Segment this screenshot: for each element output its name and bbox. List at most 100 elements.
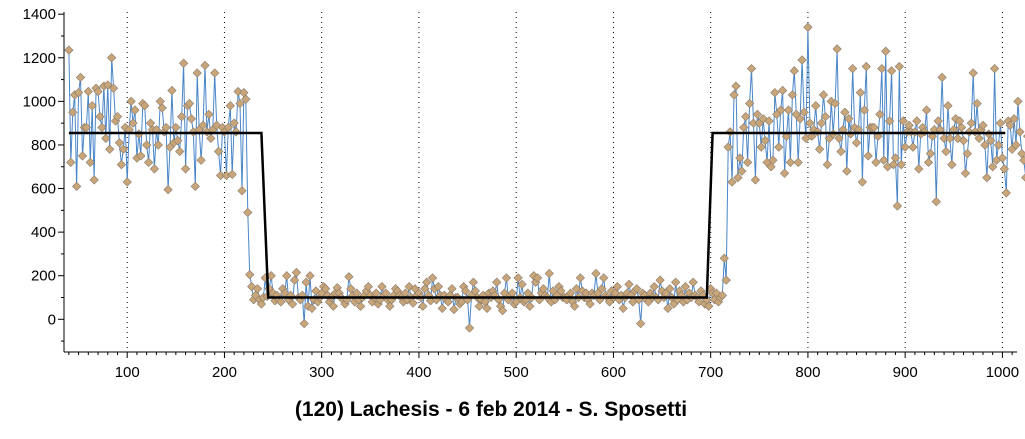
data-point [128,118,138,128]
data-point [931,196,941,207]
x-tick-label: 300 [309,364,334,381]
data-point [962,149,973,159]
x-tick-label: 400 [406,364,431,381]
axes: 0 200 400 600 800 1000 1200 1400 100 200 300 400 500… [23,6,1019,381]
data-point [173,135,183,146]
data-point [890,153,901,163]
data-point [276,297,286,307]
data-point [513,273,523,283]
data-point [968,68,978,78]
data-point [717,290,727,300]
data-point [408,298,418,308]
data-point [301,277,311,287]
data-point [982,173,992,183]
chart-title: (120) Lachesis - 6 feb 2014 - S. Sposett… [294,398,688,421]
x-tick-label: 1000 [986,364,1019,381]
data-point [947,159,957,170]
data-point [252,284,263,294]
data-point [785,157,796,168]
data-point [569,301,580,311]
data-point [896,159,906,170]
data-point [307,303,317,314]
data-point [871,157,881,168]
model-curve [68,131,1006,299]
data-point [153,140,163,150]
data-point [120,122,130,133]
data-point [764,116,774,126]
data-point [464,323,475,333]
data-point [1021,173,1025,182]
data-point [597,284,607,294]
data-point [282,271,292,281]
data-point [591,268,601,279]
data-point [287,299,298,309]
data-point [575,273,585,283]
data-point [377,281,387,292]
data-point [305,271,315,281]
data-point [729,90,739,100]
data-point [851,138,862,148]
data-point [85,157,95,168]
data-point [986,135,996,146]
data-point [888,159,899,170]
data-point [663,303,673,314]
x-tick-label: 600 [601,364,626,381]
data-point [649,281,659,292]
data-point [87,101,97,111]
y-tick-label: 800 [31,137,56,154]
data-point [1005,120,1015,130]
data-point [933,116,943,126]
data-point [632,284,642,294]
data-point [779,168,790,178]
data-point [688,277,698,287]
data-point [206,133,216,144]
data-point [299,319,309,329]
data-point [126,96,136,106]
data-point [760,135,770,146]
data-point [116,159,126,170]
data-point [447,284,457,294]
data-point [834,133,844,144]
data-point [776,105,786,115]
data-point [103,80,113,90]
data-point [501,273,512,283]
data-point [1001,188,1011,198]
data-point [93,86,103,97]
data-point [245,270,255,280]
data-point [799,107,809,117]
data-point [229,118,239,128]
data-point [781,131,792,141]
data-point [328,301,338,311]
data-point [704,301,714,311]
data-point [803,22,813,32]
y-tick-label: 600 [31,181,56,198]
data-point [492,277,502,287]
data-point [89,175,99,185]
data-point [227,169,237,179]
data-point [167,85,177,96]
data-point [943,101,953,111]
data-point [844,114,854,124]
data-point [884,116,895,126]
data-point [1011,140,1021,150]
data-point [723,142,733,152]
data-point [814,144,825,154]
data-point [143,157,154,168]
data-point [178,58,189,68]
data-point [210,68,220,78]
data-point [912,116,922,126]
data-point [923,157,934,168]
data-point [988,162,998,172]
data-point [789,66,799,76]
data-point [235,98,245,109]
data-point [112,111,123,122]
data-point [190,181,200,191]
x-tick-label: 200 [212,364,237,381]
data-point [826,96,836,106]
data-point [855,88,866,98]
y-tick-label: 1000 [23,93,56,110]
data-point [355,301,366,311]
data-point [525,301,535,311]
